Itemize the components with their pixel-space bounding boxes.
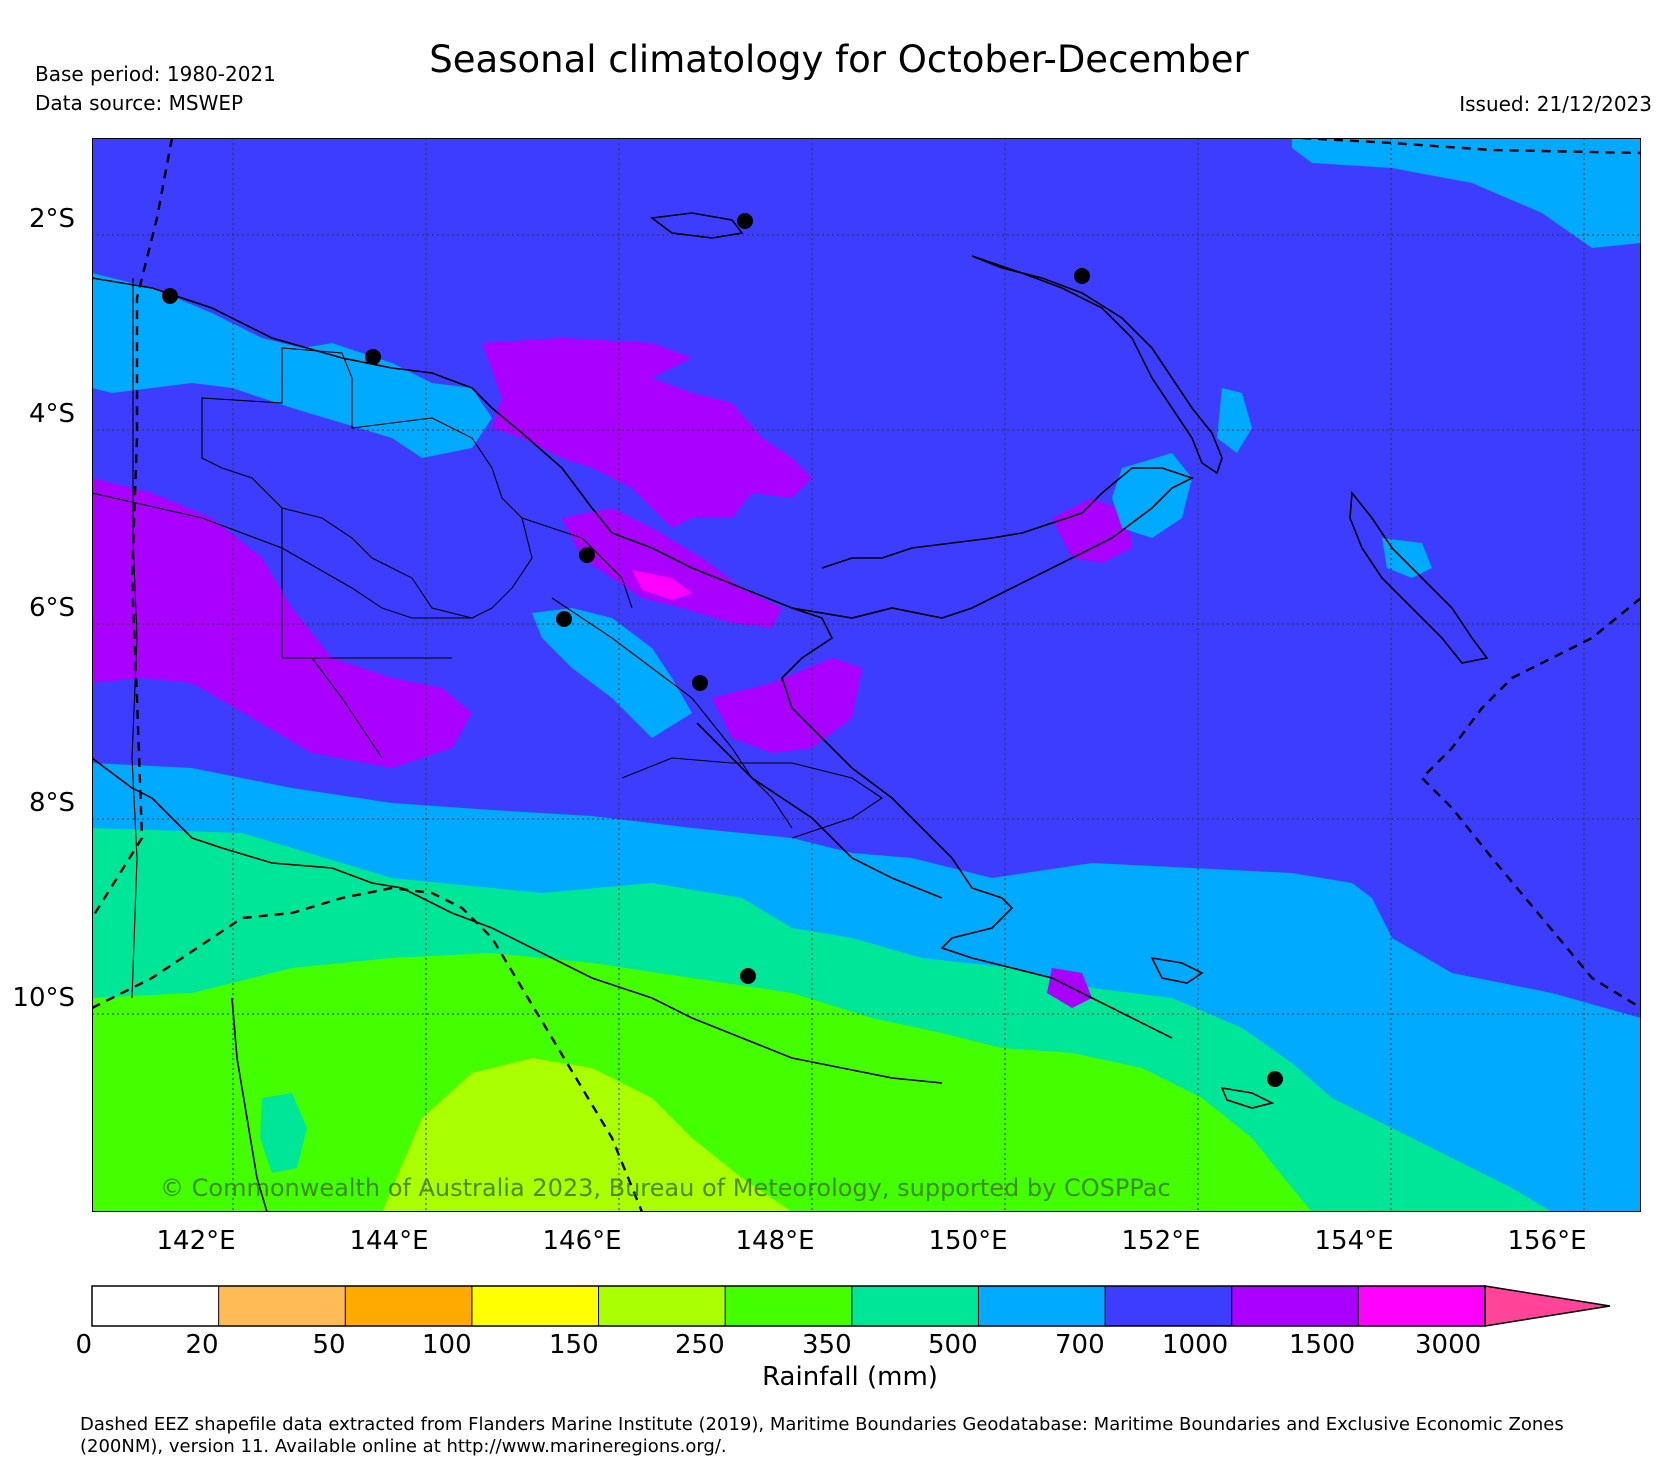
city-marker-goroka [556,611,572,627]
colorbar-tick-150: 150 [549,1330,599,1360]
band-1500-3000-patch [632,570,692,600]
band-1000-1500-east [1047,968,1092,1008]
band-1000-1500-morobe [712,658,862,753]
colorbar-segment-50 [344,1285,473,1327]
colorbar-segment-250 [724,1285,853,1327]
band-500-700-new-ireland [1217,388,1252,453]
lat-label-10s: 10°S [12,983,75,1013]
colorbar-tick-1500: 1500 [1289,1330,1356,1360]
band-1000-1500-central [482,338,812,528]
band-500-700-solomons [1382,538,1432,578]
city-markers [162,213,1283,1087]
coastlines [92,212,1489,1212]
rainfall-map[interactable] [92,138,1641,1212]
band-350-500-patch [260,1093,307,1173]
colorbar-tick-350: 350 [802,1330,852,1360]
colorbar-label: Rainfall (mm) [762,1362,938,1392]
eez-boundaries [92,138,1641,1212]
chart-title: Seasonal climatology for October-Decembe… [429,38,1249,81]
colorbar-tick-500: 500 [928,1330,978,1360]
colorbar-segment-100 [471,1285,600,1327]
band-500-700-highlands [532,608,692,738]
colorbar-tick-100: 100 [422,1330,472,1360]
colorbar-tick-1000: 1000 [1162,1330,1229,1360]
colorbar-tick-20: 20 [185,1330,219,1360]
data-source-text: Data source: MSWEP [35,91,244,115]
lon-label-150e: 150°E [928,1226,1008,1256]
band-500-700-north-coast [92,273,492,458]
city-marker-mount-hagen [579,547,595,563]
lon-label-146e: 146°E [542,1226,622,1256]
colorbar-segment-150 [598,1285,727,1327]
map-canvas [92,138,1641,1212]
band-1000-1500-new-britain [1052,498,1132,563]
lon-label-142e: 142°E [156,1226,236,1256]
city-marker-lae [692,675,708,691]
colorbar-segment-700 [1104,1285,1233,1327]
lat-label-4s: 4°S [28,399,75,429]
colorbar-segment-1500 [1357,1285,1486,1327]
colorbar-outline [91,1285,1486,1327]
lon-label-156e: 156°E [1507,1226,1587,1256]
lat-label-2s: 2°S [28,204,75,234]
colorbar-tick-3000: 3000 [1415,1330,1482,1360]
lon-label-144e: 144°E [349,1226,429,1256]
colorbar-tick-700: 700 [1055,1330,1105,1360]
graticule [92,138,1641,1212]
colorbar-extend-arrow [1484,1285,1611,1327]
colorbar [91,1285,1611,1327]
city-marker-kavieng [1074,268,1090,284]
issued-date-text: Issued: 21/12/2023 [1459,92,1652,116]
lat-label-8s: 8°S [28,788,75,818]
colorbar-segments [91,1285,1486,1327]
city-marker-port-moresby [740,968,756,984]
copyright-watermark: © Commonwealth of Australia 2023, Bureau… [160,1174,1171,1202]
footnote: Dashed EEZ shapefile data extracted from… [80,1414,1670,1458]
band-1000-1500-highlands [562,508,782,628]
city-marker-wewak [365,349,381,365]
colorbar-segment-20 [218,1285,347,1327]
city-marker-manus [737,213,753,229]
colorbar-segment-0 [91,1285,220,1327]
colorbar-segment-1000 [1231,1285,1360,1327]
lon-label-148e: 148°E [735,1226,815,1256]
footnote-line-1: Dashed EEZ shapefile data extracted from… [80,1414,1564,1435]
footnote-line-2[interactable]: (200NM), version 11. Available online at… [80,1436,727,1457]
colorbar-segment-500 [977,1285,1107,1327]
colorbar-tick-0: 0 [75,1330,93,1360]
band-500-700-northeast [1292,138,1641,248]
lon-label-152e: 152°E [1121,1226,1201,1256]
lat-label-6s: 6°S [28,593,75,623]
province-borders [92,278,883,999]
city-marker-vanimo [162,288,178,304]
band-250-350 [92,953,1312,1212]
band-500-700-bougainville [1112,453,1192,538]
band-150-250 [382,1058,792,1212]
city-marker-alotau [1267,1071,1283,1087]
lon-label-154e: 154°E [1314,1226,1394,1256]
base-period-text: Base period: 1980-2021 [35,62,276,86]
colorbar-segment-350 [851,1285,980,1327]
colorbar-tick-250: 250 [675,1330,725,1360]
colorbar-tick-50: 50 [312,1330,346,1360]
